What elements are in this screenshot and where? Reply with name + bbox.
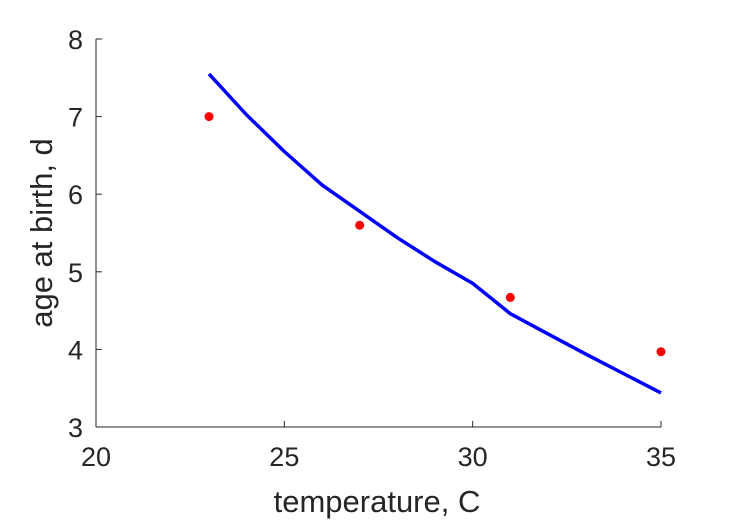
data-point <box>355 220 365 230</box>
tick-labels: 20 25 30 35 3 4 5 6 7 8 <box>68 25 676 472</box>
x-tick-label: 25 <box>269 442 299 472</box>
y-axis-label: age at birth, d <box>24 138 59 328</box>
x-tick-label: 35 <box>646 442 676 472</box>
tick-marks <box>95 38 662 428</box>
data-point <box>505 292 515 302</box>
y-tick-label: 5 <box>68 258 83 288</box>
model-fit-line <box>207 72 662 395</box>
axes <box>95 39 661 428</box>
y-tick-label: 7 <box>68 103 83 133</box>
y-tick-label: 4 <box>68 335 83 365</box>
data-point <box>656 347 666 357</box>
y-tick-label: 3 <box>68 413 83 443</box>
y-tick-label: 8 <box>68 25 83 55</box>
series-layer <box>204 72 666 395</box>
x-tick-label: 30 <box>458 442 488 472</box>
y-tick-label: 6 <box>68 180 83 210</box>
x-axis-label: temperature, C <box>274 484 481 519</box>
data-point <box>204 112 214 122</box>
x-tick-label: 20 <box>81 442 111 472</box>
